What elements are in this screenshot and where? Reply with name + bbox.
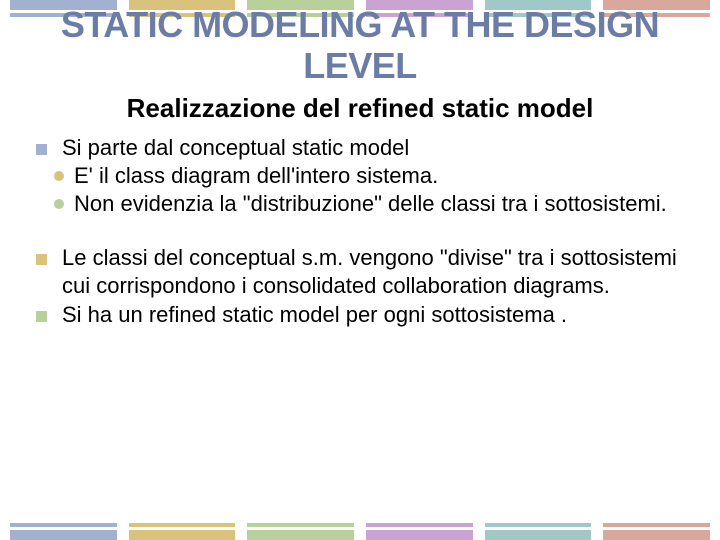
slide-body: Si parte dal conceptual static model E' … [20,134,700,329]
sub-bullet-item: E' il class diagram dell'intero sistema. [52,162,700,190]
slide-subtitle: Realizzazione del refined static model [20,93,700,124]
bullet-item: Si ha un refined static model per ogni s… [44,301,700,329]
bullet-text: Le classi del conceptual s.m. vengono "d… [62,245,677,298]
spacer [44,218,700,244]
bottom-stripes [0,523,720,540]
bullet-item: Si parte dal conceptual static model [44,134,700,162]
slide-content: STATIC MODELING AT THE DESIGN LEVEL Real… [0,4,720,329]
sub-bullet-text: E' il class diagram dell'intero sistema. [74,163,438,188]
bullet-text: Si parte dal conceptual static model [62,135,409,160]
slide-title: STATIC MODELING AT THE DESIGN LEVEL [20,4,700,87]
bullet-item: Le classi del conceptual s.m. vengono "d… [44,244,700,300]
sub-bullet-item: Non evidenzia la "distribuzione" delle c… [52,190,700,218]
bullet-text: Si ha un refined static model per ogni s… [62,302,567,327]
sub-bullet-text: Non evidenzia la "distribuzione" delle c… [74,191,667,216]
